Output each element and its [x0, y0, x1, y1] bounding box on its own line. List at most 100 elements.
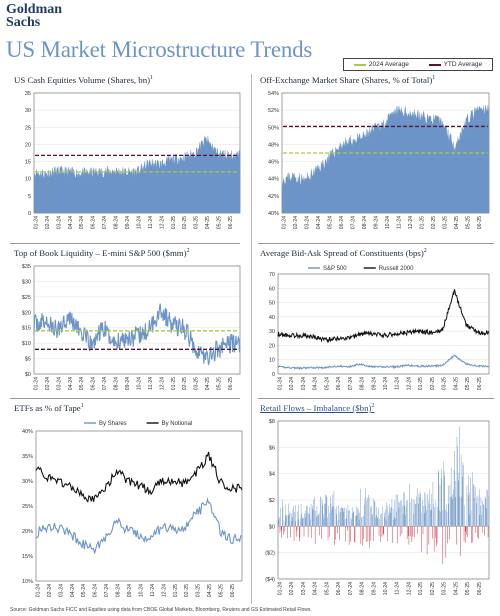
offexchange-xtick-label: 03-25 — [442, 216, 448, 229]
retail-xtick-label: 07-24 — [348, 582, 354, 595]
retail-ytick-label: $8 — [269, 419, 275, 425]
volume-xtick-label: 08-24 — [114, 216, 120, 229]
liquidity-xtick-label: 12-24 — [159, 377, 165, 390]
retail-xtick-label: 04-24 — [313, 582, 319, 595]
volume-ytick-label: 35 — [25, 91, 31, 97]
logo-line-2: Sachs — [6, 15, 41, 30]
retail-ytick-label: $2 — [269, 498, 275, 504]
spread-ytick-label: 30 — [269, 329, 275, 335]
etf-xtick-label: 02-24 — [47, 584, 53, 597]
retail-xtick-label: 12-24 — [406, 582, 412, 595]
panel-liquidity: Top of Book Liquidity – E-mini S&P 500 (… — [14, 248, 246, 398]
offexchange-ytick-label: 44% — [268, 177, 279, 183]
retail-xtick-label: 09-24 — [371, 582, 377, 595]
etf-legend-label-by-notional: By Notional — [162, 421, 193, 427]
etf-xtick-label: 11-24 — [150, 584, 156, 597]
volume-ytick-label: 10 — [25, 177, 31, 183]
liquidity-xtick-label: 05-24 — [79, 377, 85, 390]
retail-xtick-label: 01-25 — [418, 582, 424, 595]
volume-xtick-label: 02-25 — [182, 216, 188, 229]
offexchange-area-series — [281, 104, 490, 214]
retail-xtick-label: 03-24 — [301, 582, 307, 595]
spread-xtick-label: 07-24 — [348, 377, 354, 390]
retail-xtick-label: 05-25 — [465, 582, 471, 595]
offexchange-xtick-label: 10-24 — [385, 216, 391, 229]
retail-xtick-label: 05-24 — [324, 582, 330, 595]
volume-area-series — [33, 136, 241, 214]
offexchange-xtick-label: 02-25 — [431, 216, 437, 229]
etf-xtick-label: 06-25 — [230, 584, 236, 597]
liquidity-xtick-label: 08-24 — [114, 377, 120, 390]
volume-xtick-label: 03-25 — [194, 216, 200, 229]
liquidity-chart: $0 $5 $10 $15 $20 $25 $30 $35 01-24 02-24 03-24 04-… — [22, 264, 241, 390]
etf-ytick-label: 40% — [22, 429, 33, 435]
spread-ytick-label: 60 — [269, 286, 275, 292]
etf-xtick-label: 05-25 — [219, 584, 225, 597]
offexchange-ytick-label: 40% — [268, 211, 279, 217]
etf-xtick-label: 03-24 — [58, 584, 64, 597]
spread-chart: 0 10 20 30 40 50 60 70 01-24 02-24 03-24 04-24 05-24… — [269, 266, 490, 390]
liquidity-xtick-label: 04-25 — [205, 377, 211, 390]
spread-xtick-label: 05-25 — [465, 377, 471, 390]
etf-xtick-label: 12-24 — [161, 584, 167, 597]
spread-legend-label-sp500: S&P 500 — [323, 266, 347, 272]
liquidity-xtick-label: 06-25 — [228, 377, 234, 390]
liquidity-ytick-label: $10 — [22, 341, 31, 347]
offexchange-xtick-label: 05-24 — [327, 216, 333, 229]
retail-xtick-label: 11-24 — [395, 582, 401, 595]
liquidity-ytick-label: $20 — [22, 310, 31, 316]
volume-chart: 0 5 10 15 20 25 30 35 01-24 02-24 03-24 04-24 05-24 0… — [25, 91, 241, 229]
retail-ytick-label: $4 — [269, 472, 275, 478]
liquidity-xtick-label: 02-25 — [182, 377, 188, 390]
retail-plot-frame — [277, 420, 490, 580]
retail-xtick-label: 06-25 — [477, 582, 483, 595]
offexchange-xtick-label: 01-25 — [419, 216, 425, 229]
offexchange-ytick-label: 50% — [268, 125, 279, 131]
etf-chart: 10% 15% 20% 25% 30% 35% 40% 01-24 02-24 03-24 04-2… — [22, 421, 243, 597]
volume-xtick-label: 01-25 — [171, 216, 177, 229]
volume-ytick-label: 0 — [28, 211, 31, 217]
liquidity-xtick-label: 05-25 — [217, 377, 223, 390]
source-note: Source: Goldman Sachs FICC and Equities … — [10, 607, 312, 613]
etf-xtick-label: 06-24 — [93, 584, 99, 597]
volume-xtick-label: 07-24 — [102, 216, 108, 229]
goldman-sachs-logo: Goldman Sachs — [6, 3, 62, 30]
spread-plot-frame — [277, 273, 490, 375]
panel-retail: Retail Flows – Imbalance ($bn)2 ($4) ($2)… — [260, 403, 495, 603]
vertical-divider — [251, 74, 252, 604]
spread-ytick-label: 50 — [269, 301, 275, 307]
offexchange-ytick-label: 48% — [268, 142, 279, 148]
spread-ytick-label: 10 — [269, 358, 275, 364]
offexchange-chart: 40% 42% 44% 46% 48% 50% 52% 54% 01-24 02-24 03-24 0… — [268, 91, 490, 229]
panel-spread: Average Bid-Ask Spread of Constituents (… — [260, 248, 495, 398]
volume-xtick-label: 09-24 — [125, 216, 131, 229]
etf-xtick-label: 10-24 — [138, 584, 144, 597]
volume-xtick-label: 12-24 — [159, 216, 165, 229]
volume-xtick-label: 03-24 — [56, 216, 62, 229]
volume-ytick-label: 15 — [25, 160, 31, 166]
volume-xtick-label: 04-24 — [68, 216, 74, 229]
spread-series-sp500 — [277, 354, 490, 371]
etf-xtick-label: 01-25 — [173, 584, 179, 597]
etf-ytick-label: 35% — [22, 454, 33, 460]
spread-xtick-label: 01-24 — [278, 377, 284, 390]
legend-label-2024: 2024 Average — [368, 61, 409, 68]
retail-axes: ($4) ($2) $0 $2 $4 $6 $8 01-24 02-24 03-24 04-24 05… — [265, 419, 490, 595]
average-legend: 2024 Average YTD Average — [343, 58, 493, 71]
spread-xtick-label: 04-24 — [313, 377, 319, 390]
etf-xtick-label: 09-24 — [127, 584, 133, 597]
retail-title[interactable]: Retail Flows – Imbalance ($bn)2 — [260, 403, 375, 413]
etf-legend-label-by-shares: By Shares — [99, 421, 127, 427]
spread-ytick-label: 0 — [272, 372, 275, 378]
spread-xtick-label: 02-24 — [289, 377, 295, 390]
legend-2024-average: 2024 Average — [353, 61, 409, 68]
offexchange-title: Off-Exchange Market Share (Shares, % of … — [260, 75, 436, 85]
liquidity-xtick-label: 01-25 — [171, 377, 177, 390]
liquidity-xtick-label: 10-24 — [136, 377, 142, 390]
liquidity-series-liquidity — [33, 303, 241, 366]
etf-xtick-label: 04-25 — [207, 584, 213, 597]
liquidity-xtick-label: 03-24 — [56, 377, 62, 390]
volume-xtick-label: 06-24 — [91, 216, 97, 229]
liquidity-xtick-label: 04-24 — [68, 377, 74, 390]
